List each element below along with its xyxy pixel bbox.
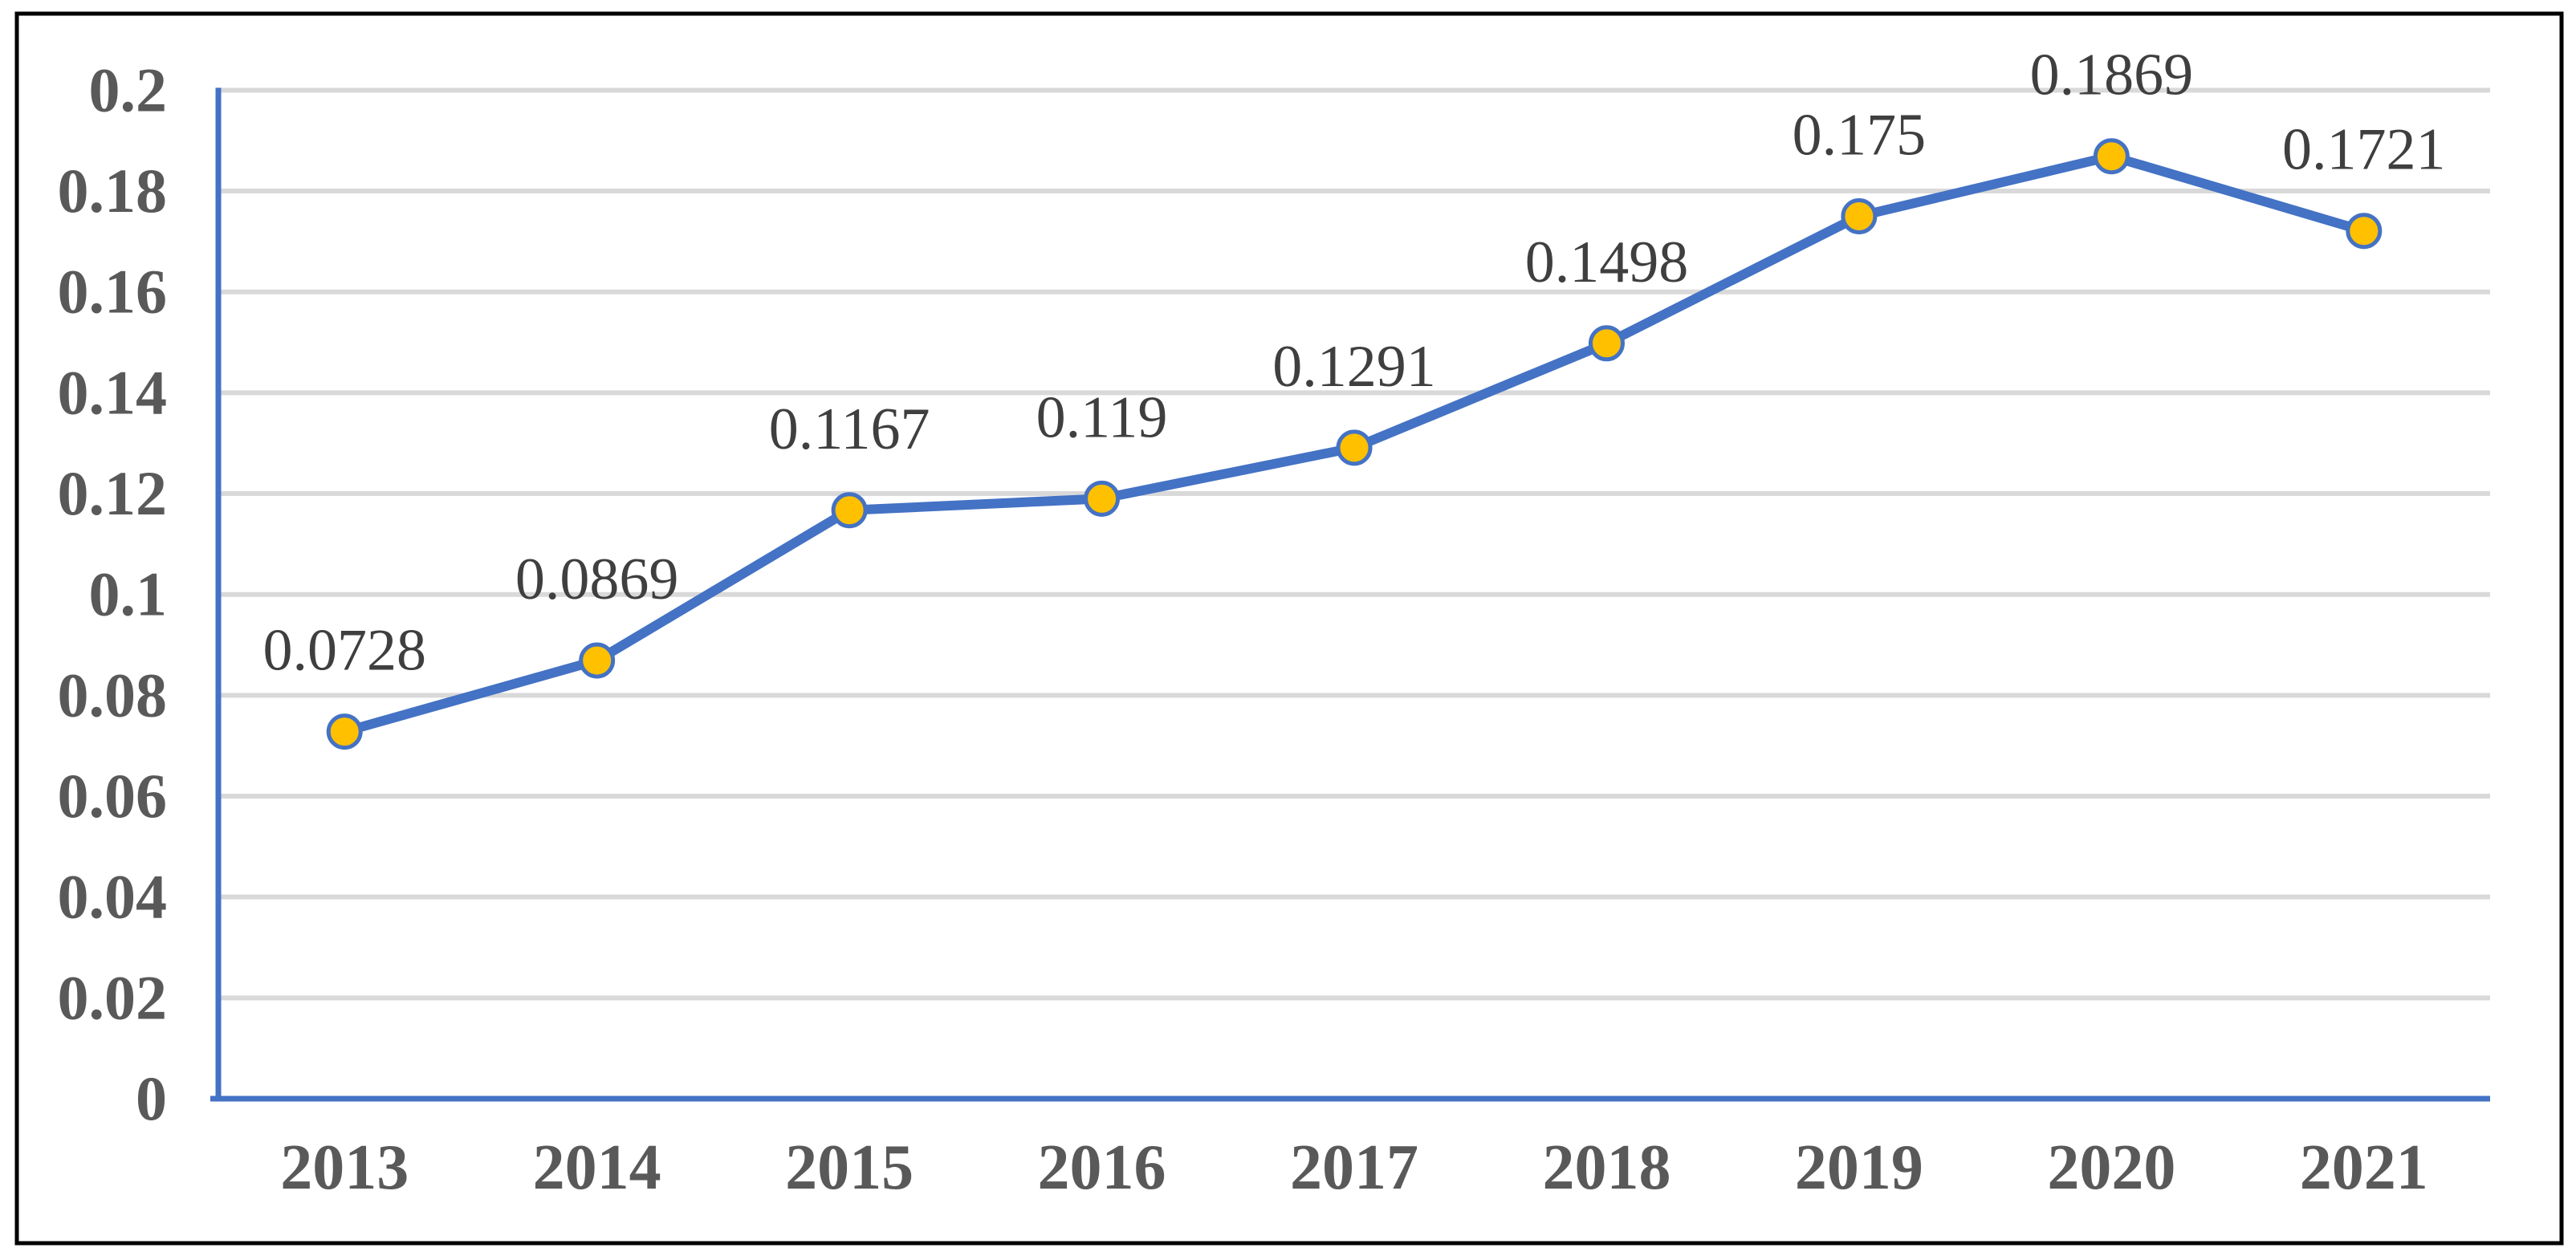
data-point-marker: [2093, 138, 2130, 175]
x-category-label: 2021: [2300, 1132, 2428, 1203]
data-point-label: 0.175: [1793, 102, 1927, 168]
x-category-label: 2017: [1290, 1132, 1418, 1203]
x-category-label: 2014: [533, 1132, 661, 1203]
data-point-label: 0.1291: [1272, 334, 1436, 400]
y-tick-label: 0.02: [58, 962, 168, 1032]
data-point-label: 0.0728: [262, 618, 426, 684]
y-tick-label: 0.06: [58, 761, 168, 831]
x-category-label: 2015: [785, 1132, 914, 1203]
data-point-marker: [1084, 480, 1121, 517]
data-point-marker: [1336, 429, 1373, 466]
data-point-label: 0.1167: [769, 396, 930, 462]
x-category-label: 2013: [280, 1132, 409, 1203]
y-tick-label: 0.12: [58, 458, 168, 528]
x-category-label: 2018: [1542, 1132, 1671, 1203]
y-tick-label: 0: [136, 1063, 167, 1133]
y-tick-label: 0.1: [89, 559, 168, 629]
data-point-marker: [579, 642, 616, 679]
data-point-label: 0.1498: [1525, 230, 1689, 295]
chart-outer-border: [14, 11, 2564, 1246]
y-tick-label: 0.04: [58, 862, 168, 932]
data-point-marker: [2346, 213, 2383, 250]
data-point-label: 0.1721: [2282, 117, 2446, 183]
data-point-marker: [831, 492, 868, 529]
y-tick-label: 0.16: [58, 257, 168, 327]
y-tick-label: 0.14: [58, 357, 168, 427]
y-tick-label: 0.08: [58, 660, 168, 730]
data-point-marker: [1841, 197, 1878, 234]
y-tick-label: 0.18: [58, 156, 168, 226]
y-tick-label: 0.2: [89, 55, 168, 124]
x-category-label: 2019: [1795, 1132, 1923, 1203]
data-point-label: 0.1869: [2030, 43, 2194, 108]
data-point-marker: [326, 713, 363, 750]
data-point-label: 0.119: [1036, 384, 1168, 450]
data-point-label: 0.0869: [515, 547, 679, 612]
x-category-label: 2016: [1038, 1132, 1166, 1203]
data-point-marker: [1588, 325, 1625, 362]
x-category-label: 2020: [2047, 1132, 2175, 1203]
